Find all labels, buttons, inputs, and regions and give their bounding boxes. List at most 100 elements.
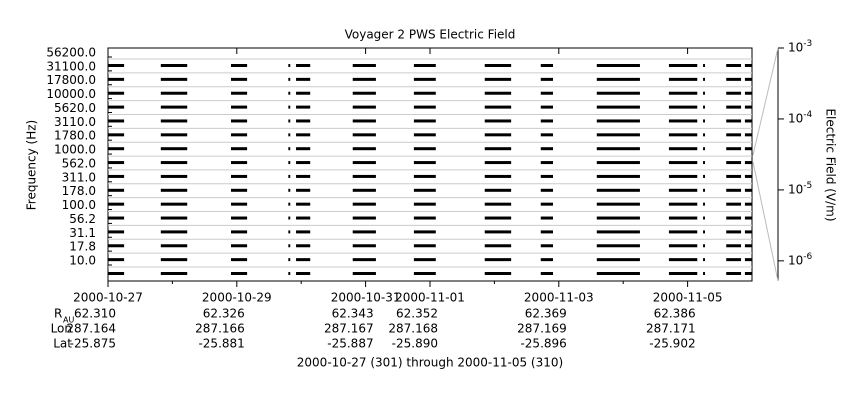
data-bar bbox=[352, 105, 376, 109]
data-bar bbox=[540, 64, 554, 67]
ephem-value: 287.171 bbox=[646, 322, 696, 336]
data-bar bbox=[596, 230, 640, 234]
data-bar bbox=[413, 64, 436, 67]
data-bar bbox=[744, 105, 752, 109]
ephem-value: -25.881 bbox=[198, 337, 244, 351]
data-bar bbox=[413, 216, 436, 220]
data-bar bbox=[540, 216, 554, 220]
data-bar bbox=[108, 161, 125, 165]
data-bar bbox=[726, 216, 742, 220]
data-bar bbox=[596, 64, 640, 67]
data-bar bbox=[160, 272, 188, 275]
data-bar bbox=[484, 105, 512, 109]
data-bar bbox=[540, 188, 554, 192]
data-bar bbox=[668, 119, 698, 123]
data-bar bbox=[352, 258, 376, 262]
data-bar bbox=[726, 188, 742, 192]
data-bar bbox=[413, 202, 436, 206]
ephem-value: 62.352 bbox=[396, 307, 438, 321]
data-bar bbox=[108, 105, 125, 109]
data-bar bbox=[540, 202, 554, 206]
data-bar bbox=[726, 64, 742, 67]
data-bar bbox=[540, 133, 554, 137]
data-bar bbox=[726, 119, 742, 123]
y-tick-label: 5620.0 bbox=[54, 101, 96, 115]
y-tick-label: 56200.0 bbox=[46, 46, 96, 60]
data-bar bbox=[703, 230, 705, 234]
data-bar bbox=[726, 133, 742, 137]
data-bar bbox=[668, 230, 698, 234]
data-bar bbox=[160, 174, 188, 178]
data-bar bbox=[744, 91, 752, 95]
data-bar bbox=[160, 91, 188, 95]
data-bar bbox=[540, 174, 554, 178]
data-bar bbox=[296, 77, 311, 81]
data-bar bbox=[160, 202, 188, 206]
data-bar bbox=[596, 202, 640, 206]
data-bar bbox=[744, 272, 752, 275]
data-bar bbox=[288, 174, 291, 178]
data-bar bbox=[744, 216, 752, 220]
data-bar bbox=[540, 244, 554, 248]
data-bar bbox=[296, 64, 311, 67]
data-bar bbox=[744, 119, 752, 123]
data-bar bbox=[703, 202, 705, 206]
ephem-value: 62.369 bbox=[525, 307, 567, 321]
data-bar bbox=[596, 91, 640, 95]
data-bar bbox=[231, 133, 248, 137]
data-bar bbox=[288, 216, 291, 220]
data-bar bbox=[703, 133, 705, 137]
ephem-label: R bbox=[54, 307, 62, 321]
y-tick-label: 31100.0 bbox=[46, 59, 96, 73]
data-bar bbox=[484, 133, 512, 137]
data-bar bbox=[596, 216, 640, 220]
data-bar bbox=[296, 258, 311, 262]
data-bar bbox=[160, 77, 188, 81]
data-bar bbox=[108, 216, 125, 220]
data-bar bbox=[596, 272, 640, 275]
ephem-label-sub: AU bbox=[63, 316, 74, 325]
data-bar bbox=[231, 91, 248, 95]
data-bar bbox=[744, 202, 752, 206]
data-bar bbox=[160, 216, 188, 220]
data-bar bbox=[160, 119, 188, 123]
y-axis-label: Frequency (Hz) bbox=[25, 120, 39, 211]
data-bar bbox=[744, 133, 752, 137]
data-bar bbox=[703, 216, 705, 220]
data-bar bbox=[296, 147, 311, 151]
data-bar bbox=[703, 91, 705, 95]
data-bar bbox=[160, 147, 188, 151]
y-tick-label: 100.0 bbox=[62, 198, 96, 212]
y-tick-label: 1780.0 bbox=[54, 129, 96, 143]
data-bar bbox=[288, 161, 291, 165]
x-axis-label: 2000-10-27 (301) through 2000-11-05 (310… bbox=[297, 356, 563, 370]
data-bar bbox=[744, 147, 752, 151]
data-bar bbox=[744, 188, 752, 192]
y-tick-label: 10.0 bbox=[69, 254, 96, 268]
data-bar bbox=[108, 244, 125, 248]
data-bar bbox=[352, 230, 376, 234]
data-bar bbox=[596, 244, 640, 248]
data-bar bbox=[668, 161, 698, 165]
y2-tick-label: 10-3 bbox=[788, 39, 812, 55]
data-bar bbox=[484, 161, 512, 165]
data-bar bbox=[413, 119, 436, 123]
data-bar bbox=[160, 244, 188, 248]
data-bar bbox=[703, 244, 705, 248]
data-bar bbox=[108, 64, 125, 67]
y-tick-label: 17.8 bbox=[69, 240, 96, 254]
ephem-value: 62.310 bbox=[74, 307, 116, 321]
data-bar bbox=[413, 147, 436, 151]
data-bar bbox=[288, 202, 291, 206]
data-bar bbox=[703, 64, 705, 67]
data-bar bbox=[726, 230, 742, 234]
data-bar bbox=[413, 258, 436, 262]
fan-line bbox=[752, 161, 779, 282]
chart-title: Voyager 2 PWS Electric Field bbox=[345, 28, 516, 42]
data-bar bbox=[484, 77, 512, 81]
data-bar bbox=[703, 119, 705, 123]
y2-tick-label: 10-4 bbox=[788, 109, 813, 125]
data-bar bbox=[231, 174, 248, 178]
data-bar bbox=[744, 174, 752, 178]
y-tick-label: 562.0 bbox=[62, 156, 96, 170]
